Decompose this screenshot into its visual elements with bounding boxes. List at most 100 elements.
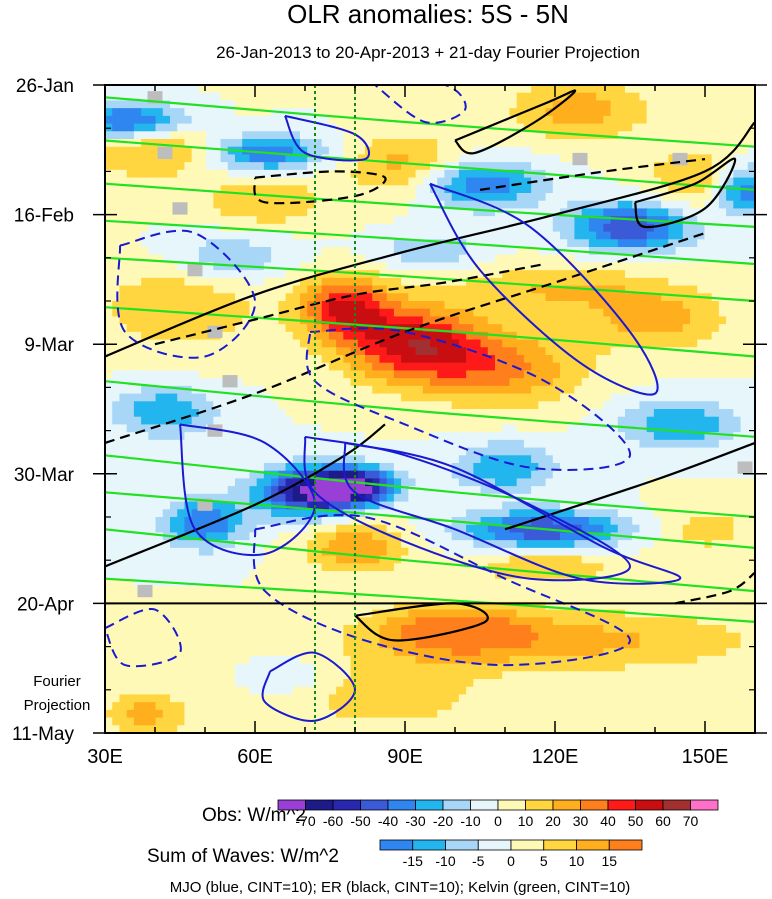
field-cell [726,409,734,418]
field-cell [105,100,113,109]
field-cell [235,270,243,279]
field-cell [632,378,641,387]
field-cell [155,424,164,433]
field-cell [357,239,366,248]
field-cell [625,501,633,510]
field-cell [155,362,164,372]
field-cell [531,185,539,194]
field-cell [509,308,518,318]
field-cell [747,378,755,387]
field-cell [458,115,467,125]
field-cell [625,370,633,379]
field-cell [718,339,727,348]
field-cell [473,432,482,441]
field-cell [213,154,222,163]
field-cell [639,139,648,148]
field-cell [538,424,547,433]
field-cell [451,308,460,318]
field-cell [531,347,539,356]
field-cell [545,378,554,387]
field-cell [162,362,171,372]
field-cell [516,131,525,140]
field-cell [177,92,186,102]
field-cell [242,301,251,310]
field-cell [285,493,294,503]
field-cell [444,339,453,348]
field-cell [617,324,626,333]
field-cell [271,378,279,387]
field-cell [177,115,186,125]
field-cell [177,193,186,202]
field-cell [567,478,576,487]
field-cell [198,154,207,163]
field-cell [704,378,713,387]
field-cell [596,301,604,310]
field-cell [610,409,619,418]
field-cell [495,262,503,271]
field-cell [213,277,222,287]
field-cell [697,223,706,233]
field-cell [155,169,164,179]
field-cell [661,308,669,318]
field-cell [242,447,251,456]
field-cell [574,239,583,248]
field-cell [733,162,742,171]
field-cell [437,146,446,156]
field-cell [263,108,272,117]
field-cell [191,424,200,433]
field-cell [697,162,706,171]
field-cell [365,177,373,186]
field-cell [588,409,597,418]
field-cell [523,401,532,410]
field-cell [516,162,525,171]
field-cell [690,501,698,510]
field-cell [105,293,113,302]
field-cell [336,316,344,325]
field-cell [567,123,576,132]
field-cell [184,463,193,472]
field-cell [105,486,113,495]
field-cell [675,285,684,294]
field-cell [148,247,157,256]
field-cell [480,193,489,202]
field-cell [422,378,431,387]
field-cell [328,409,337,418]
field-cell [480,385,489,395]
field-cell [256,316,265,325]
field-cell [430,416,438,426]
field-cell [112,424,121,433]
field-cell [718,316,727,325]
field-cell [531,370,539,379]
field-cell [105,169,113,179]
field-cell [509,193,518,202]
field-cell [357,277,366,287]
field-cell [668,92,677,102]
field-cell [516,455,525,464]
field-cell [198,355,207,364]
field-cell [365,123,373,132]
field-cell [314,509,323,518]
field-cell [726,316,734,325]
field-cell [653,339,662,348]
field-cell [574,378,583,387]
field-cell [271,331,279,341]
field-cell [112,355,121,364]
field-cell [133,262,142,271]
field-cell [646,501,655,510]
field-cell [357,308,366,318]
field-cell [141,447,149,456]
field-cell [552,463,561,472]
field-cell [191,162,200,171]
field-cell [177,370,186,379]
field-cell [336,347,344,356]
field-cell [560,416,568,426]
field-cell [393,486,402,495]
field-cell [596,478,604,487]
field-cell [581,393,590,402]
field-cell [249,455,258,464]
field-cell [112,231,121,240]
field-cell [235,501,243,510]
field-cell [249,463,258,472]
field-cell [487,401,496,410]
field-cell [675,115,684,125]
